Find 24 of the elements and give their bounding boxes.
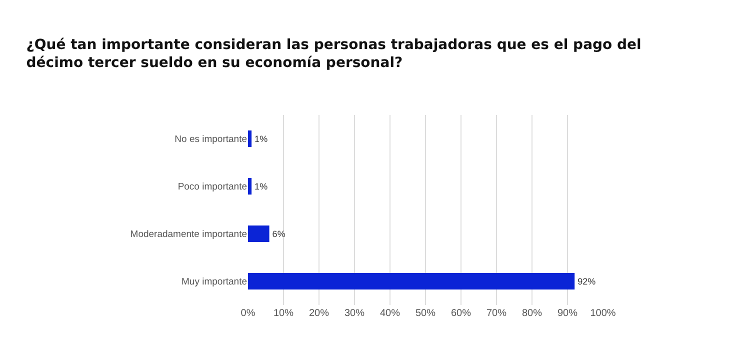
- y-tick-label: Moderadamente importante: [130, 229, 247, 240]
- x-tick-label: 20%: [308, 308, 330, 319]
- chart-title: ¿Qué tan importante consideran las personas trabajadoras que es el pago del décimo tercer sueldo en su economía personal?: [26, 37, 642, 72]
- y-tick-label: Muy importante: [182, 276, 247, 288]
- bar: [248, 178, 252, 195]
- y-tick-label: No es importante: [174, 134, 247, 146]
- bar: [248, 225, 270, 242]
- x-tick-label: 0%: [240, 308, 256, 319]
- y-tick-label: Poco importante: [178, 182, 247, 193]
- x-tick-label: 100%: [590, 308, 616, 319]
- data-label: 6%: [272, 228, 286, 239]
- x-tick-label: 40%: [380, 308, 400, 319]
- x-tick-label: 10%: [273, 308, 294, 319]
- data-label: 1%: [254, 134, 268, 144]
- bar: [248, 130, 252, 148]
- x-tick-label: 50%: [415, 308, 436, 319]
- x-tick-label: 90%: [557, 308, 578, 319]
- bar: [248, 272, 575, 290]
- data-label: 1%: [254, 181, 268, 192]
- x-tick-label: 60%: [450, 308, 472, 319]
- x-tick-label: 80%: [522, 308, 542, 319]
- data-label: 92%: [578, 276, 596, 286]
- x-tick-label: 30%: [344, 308, 365, 319]
- x-tick-label: 70%: [486, 308, 507, 319]
